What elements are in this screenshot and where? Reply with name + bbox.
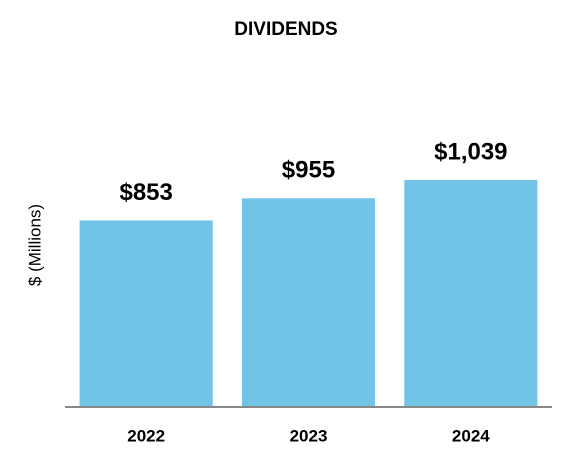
y-axis-label: $ (Millions) (25, 204, 44, 286)
value-label: $1,039 (434, 138, 507, 165)
value-label: $853 (119, 179, 172, 206)
x-tick-label: 2024 (452, 426, 490, 445)
value-label: $955 (282, 157, 335, 184)
bar (404, 180, 538, 406)
x-tick-label: 2022 (127, 426, 165, 445)
x-tick-label: 2023 (290, 426, 328, 445)
chart-title: DIVIDENDS (234, 19, 337, 40)
bar (79, 220, 213, 406)
bar (241, 198, 376, 406)
